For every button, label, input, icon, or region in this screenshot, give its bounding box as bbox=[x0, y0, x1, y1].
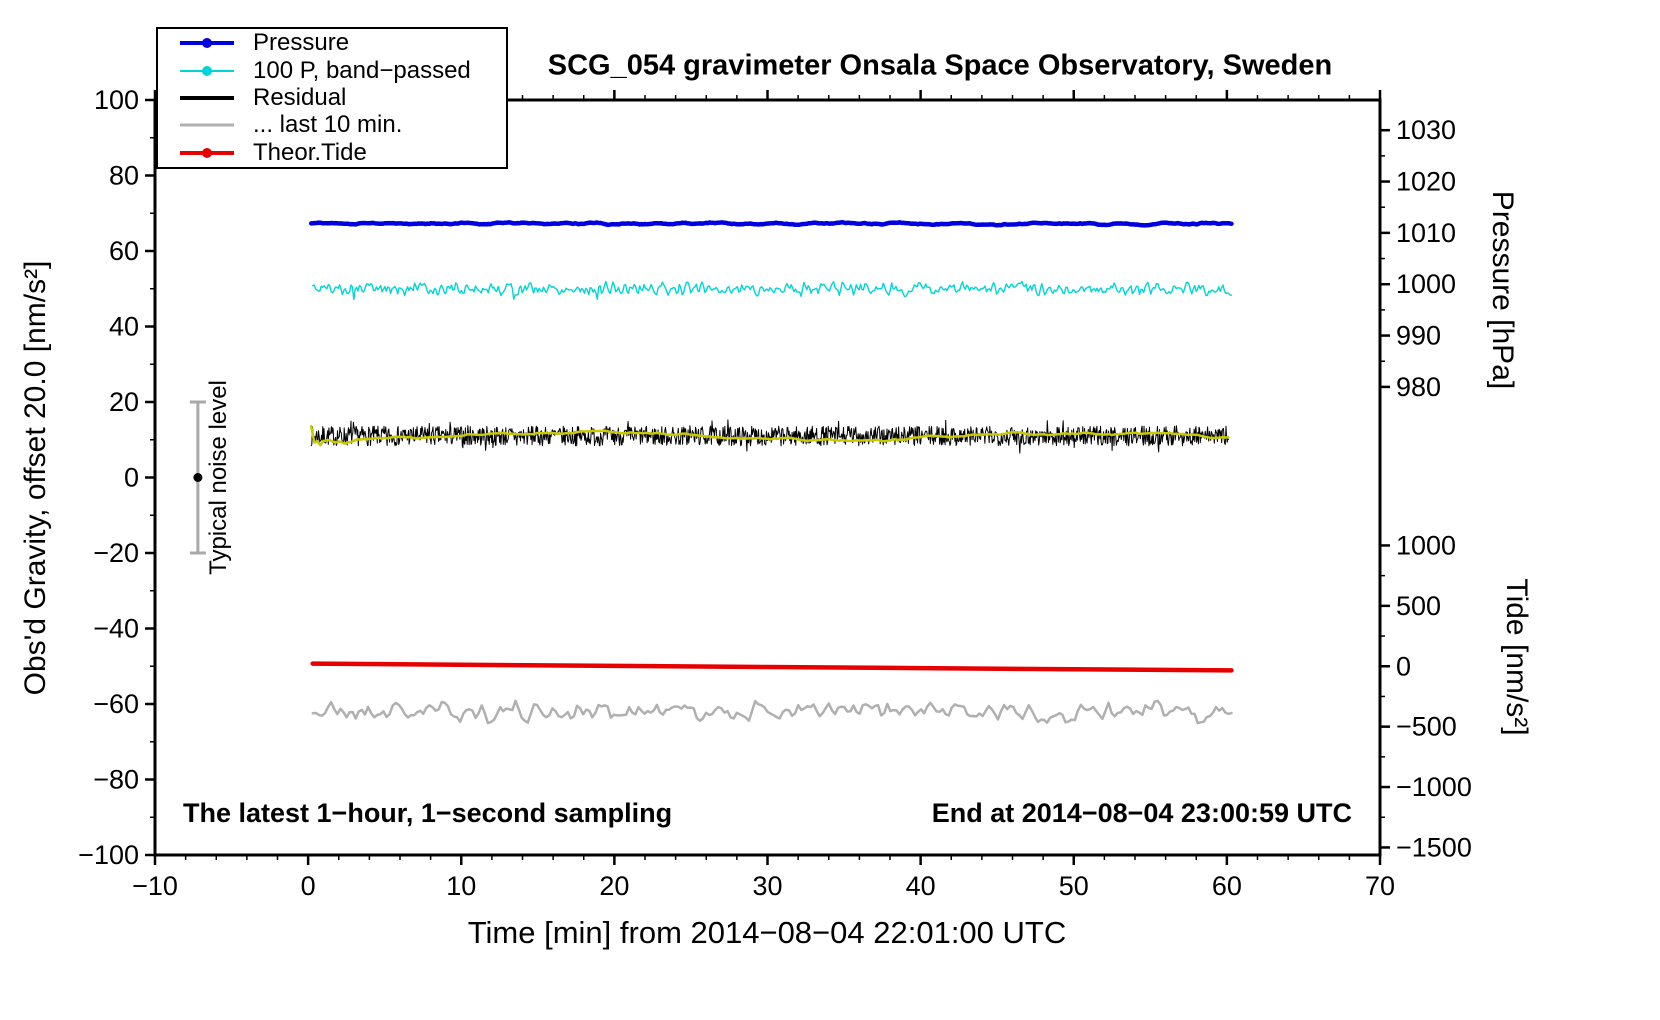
sampling-annotation: The latest 1−hour, 1−second sampling bbox=[183, 798, 673, 828]
pressure-axis-label: Pressure [hPa] bbox=[1486, 190, 1519, 390]
legend-label: Pressure bbox=[253, 29, 350, 57]
x-tick-label: 70 bbox=[1365, 871, 1395, 901]
legend-label: Residual bbox=[253, 83, 347, 111]
pressure-axis-tick-label: 1000 bbox=[1396, 269, 1456, 299]
x-tick-label: 60 bbox=[1212, 871, 1242, 901]
x-tick-label: −10 bbox=[132, 871, 178, 901]
tide-axis-tick-label: −1500 bbox=[1396, 832, 1472, 862]
y-tick-label: 20 bbox=[109, 387, 139, 417]
pressure-axis-tick-label: 990 bbox=[1396, 321, 1441, 351]
x-tick-label: 20 bbox=[599, 871, 629, 901]
series-band-passed-pressure bbox=[312, 280, 1233, 301]
y-tick-label: −80 bbox=[93, 765, 139, 795]
tide-axis-label: Tide [nm/s²] bbox=[1500, 578, 1533, 736]
legend-label: Theor.Tide bbox=[253, 138, 367, 166]
legend-marker bbox=[180, 65, 234, 76]
chart-title: SCG_054 gravimeter Onsala Space Observat… bbox=[547, 49, 1333, 82]
noise-bar-dot bbox=[193, 473, 203, 482]
legend-item: 100 P, band−passed bbox=[158, 56, 506, 84]
series-residual-smooth bbox=[309, 424, 1230, 447]
left-axis-label: Obs'd Gravity, offset 20.0 [nm/s²] bbox=[19, 260, 52, 696]
x-axis-label: Time [min] from 2014−08−04 22:01:00 UTC bbox=[467, 915, 1067, 950]
legend-item: Pressure bbox=[158, 29, 506, 57]
legend-item: ... last 10 min. bbox=[158, 111, 506, 139]
series-residual-last-10min bbox=[311, 699, 1233, 725]
tide-axis-tick-label: −500 bbox=[1396, 712, 1457, 742]
noise-bar-label: Typical noise level bbox=[205, 380, 232, 575]
y-tick-label: 100 bbox=[94, 85, 139, 115]
y-tick-label: −60 bbox=[93, 689, 139, 719]
series-theoretical-tide bbox=[310, 661, 1234, 673]
legend-item: Residual bbox=[158, 83, 506, 111]
tide-axis-tick-label: 500 bbox=[1396, 591, 1441, 621]
pressure-axis-tick-label: 1010 bbox=[1396, 218, 1456, 248]
legend-label: ... last 10 min. bbox=[253, 111, 403, 139]
tide-axis-tick-label: 1000 bbox=[1396, 530, 1456, 560]
legend: Pressure 100 P, band−passed Residual... la… bbox=[156, 27, 508, 169]
y-tick-label: 40 bbox=[109, 312, 139, 342]
pressure-axis-tick-label: 980 bbox=[1396, 372, 1441, 402]
x-tick-label: 30 bbox=[752, 871, 782, 901]
tide-axis-tick-label: 0 bbox=[1396, 651, 1411, 681]
legend-item: Theor.Tide bbox=[158, 138, 506, 166]
end-time-annotation: End at 2014−08−04 23:00:59 UTC bbox=[931, 798, 1352, 828]
legend-label: 100 P, band−passed bbox=[253, 56, 471, 84]
y-tick-label: −100 bbox=[78, 840, 139, 870]
y-tick-label: −20 bbox=[93, 538, 139, 568]
plot-frame bbox=[153, 98, 1382, 857]
y-tick-label: 60 bbox=[109, 236, 139, 266]
tide-axis-tick-label: −1000 bbox=[1396, 772, 1472, 802]
x-tick-label: 0 bbox=[301, 871, 316, 901]
y-tick-label: 0 bbox=[124, 463, 139, 493]
pressure-axis-tick-label: 1020 bbox=[1396, 167, 1456, 197]
series-pressure bbox=[308, 219, 1234, 228]
legend-marker bbox=[180, 147, 234, 158]
pressure-axis-tick-label: 1030 bbox=[1396, 115, 1456, 145]
x-tick-label: 10 bbox=[446, 871, 476, 901]
x-tick-label: 50 bbox=[1059, 871, 1089, 901]
y-tick-label: −40 bbox=[93, 614, 139, 644]
legend-marker bbox=[180, 95, 234, 100]
y-tick-label: 80 bbox=[109, 161, 139, 191]
legend-marker bbox=[180, 38, 234, 49]
legend-marker bbox=[180, 123, 234, 127]
x-tick-label: 40 bbox=[906, 871, 936, 901]
